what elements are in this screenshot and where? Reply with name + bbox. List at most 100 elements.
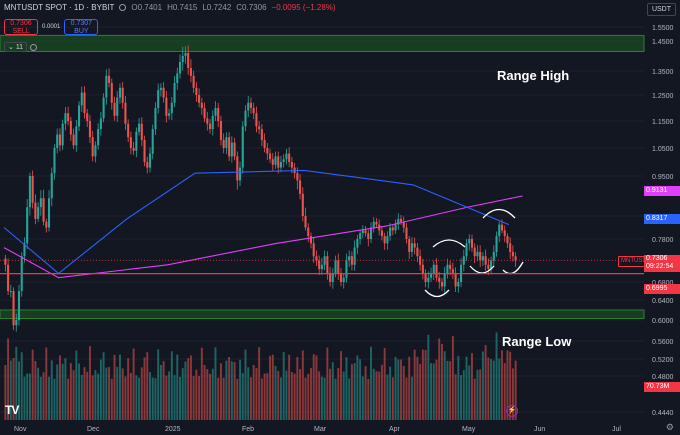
indicators-count-box[interactable]: ⌄ 11 bbox=[4, 42, 28, 52]
candle-body bbox=[369, 227, 373, 239]
volume-bar bbox=[397, 359, 400, 420]
volume-bar bbox=[356, 355, 359, 420]
candle-body bbox=[320, 264, 323, 270]
candle-body bbox=[67, 113, 70, 121]
volume-bar bbox=[506, 350, 509, 420]
volume-bar bbox=[490, 359, 493, 420]
x-tick-label: Dec bbox=[87, 426, 100, 433]
candle-body bbox=[470, 239, 474, 248]
buy-button[interactable]: 0.7307 BUY bbox=[64, 19, 99, 35]
candle-body bbox=[309, 236, 313, 244]
volume-bar bbox=[492, 360, 495, 420]
candle-body bbox=[203, 108, 206, 119]
volume-bar bbox=[473, 378, 476, 420]
candle-body bbox=[451, 269, 454, 274]
indicators-toggle[interactable]: ⌄ 11 bbox=[4, 42, 38, 52]
candle-body bbox=[37, 207, 40, 219]
candle-body bbox=[299, 180, 302, 194]
x-tick-label: Mar bbox=[314, 426, 327, 433]
volume-bar bbox=[157, 349, 160, 420]
volume-bar bbox=[75, 350, 78, 420]
candle-body bbox=[146, 162, 149, 168]
volume-bar bbox=[326, 347, 329, 420]
candle-body bbox=[353, 247, 356, 265]
candle-body bbox=[56, 134, 59, 148]
volume-bar bbox=[408, 356, 411, 420]
volume-bar bbox=[258, 347, 261, 420]
y-tick-label: 1.5500 bbox=[652, 25, 674, 32]
candle-body bbox=[318, 260, 321, 270]
volume-bar bbox=[405, 377, 408, 420]
volume-bar bbox=[293, 373, 296, 420]
candle-body bbox=[462, 256, 465, 265]
volume-bar bbox=[476, 369, 479, 420]
x-tick-label: May bbox=[462, 426, 476, 433]
indicators-count: 11 bbox=[15, 44, 24, 51]
candle-body bbox=[80, 92, 83, 106]
bar-countdown: 09:22:54 bbox=[646, 263, 674, 270]
candle-body bbox=[514, 256, 517, 261]
volume-bar bbox=[290, 371, 293, 420]
volume-bar bbox=[86, 371, 89, 420]
eye-icon[interactable] bbox=[30, 43, 38, 51]
candle-body bbox=[269, 153, 272, 160]
candle-body bbox=[424, 273, 427, 282]
volume-bar bbox=[479, 369, 482, 420]
y-tick-label: 1.4500 bbox=[652, 39, 674, 46]
currency-button[interactable]: USDT bbox=[646, 3, 676, 16]
candle-body bbox=[23, 243, 26, 257]
x-tick-label: Nov bbox=[14, 426, 27, 433]
status-dot-icon bbox=[119, 4, 127, 11]
sell-button[interactable]: 0.7306 SELL bbox=[4, 19, 38, 35]
candle-body bbox=[86, 113, 89, 121]
candle-body bbox=[380, 230, 383, 237]
candle-body bbox=[168, 113, 171, 116]
ma-short-price-label: 0.8317 bbox=[644, 214, 680, 224]
candle-body bbox=[181, 56, 184, 62]
volume-bar bbox=[416, 356, 419, 420]
volume-bar bbox=[45, 347, 48, 420]
volume-bar bbox=[108, 367, 111, 420]
volume-bar bbox=[151, 377, 154, 420]
volume-bar bbox=[173, 375, 176, 420]
candle-body bbox=[487, 264, 490, 270]
volume-bar bbox=[127, 358, 130, 420]
volume-bar bbox=[26, 373, 29, 420]
candle-body bbox=[116, 97, 119, 116]
candle-body bbox=[214, 108, 217, 116]
volume-bar bbox=[350, 364, 353, 420]
volume-bar bbox=[113, 354, 116, 420]
symbol-title[interactable]: MNTUSDT SPOT · 1D · BYBIT bbox=[4, 3, 115, 12]
volume-bar bbox=[50, 360, 53, 420]
volume-bar bbox=[307, 373, 310, 420]
volume-bar bbox=[61, 363, 64, 420]
candle-body bbox=[140, 123, 143, 140]
candle-body bbox=[97, 129, 100, 146]
y-tick-label: 0.6400 bbox=[652, 298, 674, 305]
candle-body bbox=[238, 167, 242, 181]
candle-body bbox=[465, 243, 468, 257]
buy-price: 0.7307 bbox=[70, 20, 93, 27]
volume-bar bbox=[154, 378, 157, 420]
volume-bar bbox=[487, 357, 490, 420]
candle-body bbox=[162, 87, 165, 98]
volume-bar bbox=[509, 351, 512, 420]
lightning-icon[interactable]: ⚡ bbox=[506, 405, 518, 417]
volume-bar bbox=[413, 349, 416, 420]
candle-body bbox=[9, 291, 12, 292]
candle-body bbox=[405, 227, 408, 239]
candle-body bbox=[252, 108, 255, 114]
volume-bar bbox=[241, 373, 244, 420]
buy-label: BUY bbox=[74, 28, 89, 35]
volume-bar bbox=[149, 372, 151, 420]
volume-bar bbox=[247, 367, 250, 420]
volume-bar bbox=[345, 357, 348, 420]
candle-body bbox=[500, 224, 504, 231]
chart-header: MNTUSDT SPOT · 1D · BYBIT O0.7401 H0.741… bbox=[4, 3, 336, 12]
volume-bar bbox=[7, 338, 10, 420]
volume-bar bbox=[56, 364, 59, 420]
candle-body bbox=[206, 118, 209, 124]
settings-icon[interactable]: ⚙ bbox=[665, 422, 674, 432]
candle-body bbox=[260, 129, 263, 140]
